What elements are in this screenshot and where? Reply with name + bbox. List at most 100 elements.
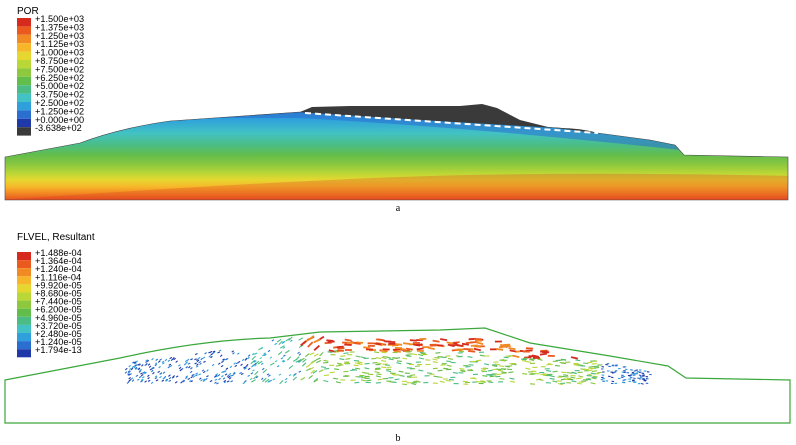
velocity-vector [204, 352, 207, 355]
velocity-vector [128, 364, 131, 368]
velocity-vector [566, 371, 572, 374]
velocity-vector [432, 339, 440, 343]
velocity-vector [375, 375, 381, 378]
velocity-vector [133, 361, 137, 364]
velocity-vector [496, 373, 502, 376]
flow-velocity-plot [4, 327, 791, 424]
velocity-vector [508, 371, 514, 374]
velocity-vector [281, 341, 285, 344]
velocity-vector [188, 365, 191, 369]
velocity-vector [224, 370, 227, 373]
velocity-vector [440, 338, 448, 342]
velocity-vector [251, 379, 256, 383]
velocity-vector [217, 351, 221, 354]
velocity-vector [436, 344, 444, 347]
velocity-vector [285, 337, 291, 342]
velocity-vector [154, 377, 158, 380]
velocity-vector [292, 358, 298, 362]
velocity-vector [147, 379, 151, 382]
velocity-vector [250, 359, 255, 365]
velocity-vector [336, 362, 342, 365]
caption-a: a [396, 203, 401, 214]
velocity-vector [140, 372, 143, 375]
velocity-vector [222, 358, 226, 362]
velocity-vector [510, 380, 516, 383]
velocity-vector [356, 341, 364, 344]
velocity-vector [315, 357, 321, 361]
velocity-vector [167, 365, 171, 369]
velocity-vector [288, 336, 293, 341]
velocity-vector [376, 338, 384, 341]
velocity-vector [427, 346, 435, 350]
velocity-vector [554, 364, 560, 367]
velocity-vector [198, 361, 202, 364]
velocity-vector [209, 350, 213, 354]
velocity-vector [247, 367, 251, 371]
velocity-vector [302, 358, 307, 363]
velocity-vector [396, 373, 402, 377]
velocity-vector [468, 350, 476, 353]
legend-a-label: +8.750e+02 [35, 56, 84, 66]
velocity-vector [313, 344, 321, 351]
velocity-vector [134, 362, 137, 365]
velocity-vector [228, 377, 232, 380]
velocity-vector [131, 379, 135, 382]
velocity-vector [269, 362, 275, 366]
velocity-vector [187, 362, 191, 365]
velocity-vector [308, 374, 313, 380]
velocity-vector [175, 360, 178, 363]
velocity-vector [610, 376, 614, 379]
velocity-vector [552, 370, 558, 373]
velocity-vector [299, 357, 305, 362]
velocity-vector [281, 359, 285, 363]
velocity-vector [231, 350, 235, 353]
velocity-vector [489, 375, 495, 378]
velocity-vector [210, 355, 213, 359]
legend-a-swatch [17, 60, 31, 69]
velocity-vector [497, 369, 504, 372]
legend-b-items: +1.488e-04+1.364e-04+1.240e-04+1.116e-04… [17, 248, 82, 358]
legend-a-swatch [17, 68, 31, 77]
velocity-vector [432, 367, 438, 370]
velocity-vector [147, 363, 151, 366]
velocity-vector [145, 359, 149, 362]
velocity-vector [586, 378, 592, 381]
velocity-vector [195, 372, 199, 375]
velocity-vector [392, 348, 400, 351]
velocity-vector [283, 354, 286, 357]
velocity-vector [133, 365, 137, 369]
velocity-vector [512, 354, 520, 358]
velocity-vector [236, 352, 240, 355]
velocity-vector [337, 347, 345, 350]
velocity-vector [185, 375, 189, 378]
velocity-vector [570, 356, 579, 360]
velocity-vector [144, 371, 147, 375]
velocity-vector [230, 380, 234, 383]
velocity-vector [640, 382, 644, 385]
velocity-vector [223, 381, 227, 384]
velocity-vector [199, 377, 202, 380]
velocity-vector [249, 377, 253, 381]
velocity-vector [235, 362, 239, 365]
velocity-vector [253, 352, 257, 356]
velocity-vector [552, 380, 558, 383]
velocity-vector [576, 382, 582, 385]
velocity-vector [262, 368, 268, 374]
velocity-vector [267, 349, 271, 353]
velocity-vector [465, 365, 471, 368]
velocity-vector [145, 360, 148, 363]
velocity-vector [386, 366, 392, 369]
velocity-vector [253, 375, 258, 380]
velocity-vector [363, 346, 371, 349]
velocity-vector [503, 356, 509, 359]
velocity-vector [313, 353, 319, 357]
velocity-vector [135, 374, 139, 378]
velocity-vector [127, 373, 131, 376]
velocity-vector [129, 373, 132, 376]
velocity-vector [350, 369, 356, 372]
model-b-outline [4, 327, 791, 424]
velocity-vector [247, 354, 251, 357]
velocity-vector [259, 356, 263, 360]
velocity-vector [171, 376, 175, 379]
velocity-vector [140, 378, 144, 381]
